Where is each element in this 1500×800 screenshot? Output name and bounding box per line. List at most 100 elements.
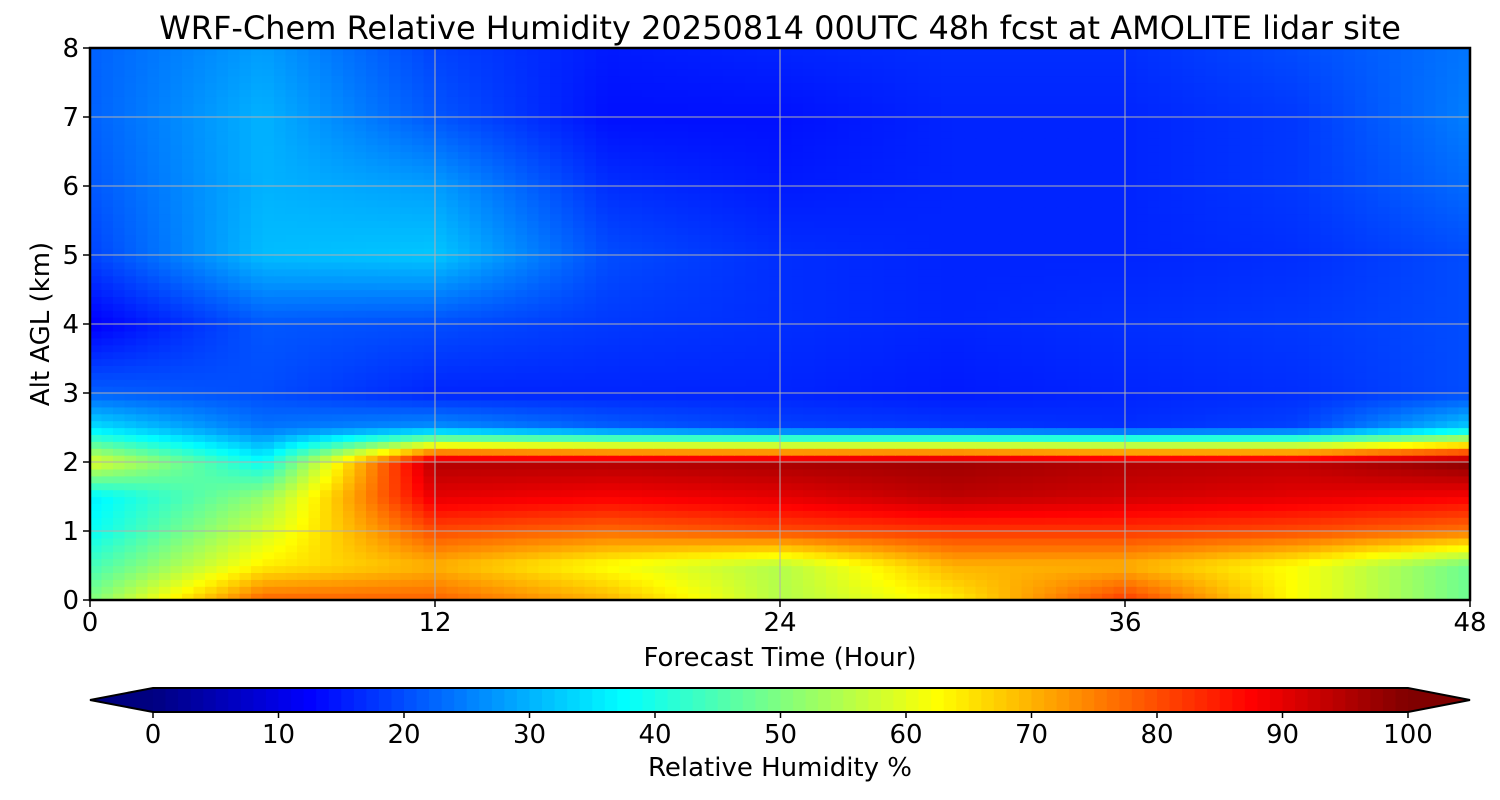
heat-cell xyxy=(1010,393,1023,401)
heat-cell xyxy=(872,586,885,594)
heat-cell xyxy=(515,572,528,580)
heat-cell xyxy=(527,551,540,560)
heat-cell xyxy=(1056,358,1069,366)
heat-cell xyxy=(205,524,218,532)
heat-cell xyxy=(791,372,804,380)
heat-cell xyxy=(596,379,609,387)
heat-cell xyxy=(734,544,747,553)
heat-cell xyxy=(1205,317,1218,325)
heat-cell xyxy=(1251,537,1264,546)
heat-cell xyxy=(1366,393,1379,401)
heat-cell xyxy=(1366,537,1379,546)
heat-cell xyxy=(619,310,632,318)
heat-cell xyxy=(435,558,448,567)
heat-cell xyxy=(757,475,770,484)
heat-cell xyxy=(308,372,321,380)
heat-cell xyxy=(1021,462,1034,470)
heat-cell xyxy=(1033,593,1046,600)
heat-cell xyxy=(573,586,586,594)
heat-cell xyxy=(1044,455,1057,463)
heat-cell xyxy=(159,482,172,491)
heat-cell xyxy=(205,358,218,366)
heat-cell xyxy=(1355,593,1368,600)
heat-cell xyxy=(1090,324,1103,332)
heat-cell xyxy=(1125,406,1138,415)
heat-cell xyxy=(1309,337,1322,346)
heat-cell xyxy=(1182,551,1195,560)
heat-cell xyxy=(688,351,701,360)
heat-cell xyxy=(538,441,551,449)
heat-cell xyxy=(1401,455,1414,463)
heat-cell xyxy=(998,393,1011,401)
heat-cell xyxy=(872,517,885,525)
heat-cell xyxy=(837,462,850,470)
heat-cell xyxy=(1320,330,1333,339)
heat-cell xyxy=(1240,330,1253,339)
heat-cell xyxy=(1366,475,1379,484)
heat-cell xyxy=(1021,468,1034,477)
heat-cell xyxy=(113,386,126,394)
heat-cell xyxy=(1297,344,1310,353)
heat-cell xyxy=(550,406,563,415)
heat-cell xyxy=(1355,531,1368,539)
heat-cell xyxy=(193,586,206,594)
heat-cell xyxy=(1343,482,1356,491)
heat-cell xyxy=(734,517,747,525)
heat-cell xyxy=(941,551,954,560)
heat-cell xyxy=(757,517,770,525)
heat-cell xyxy=(918,496,931,504)
heat-cell xyxy=(987,379,1000,387)
heat-cell xyxy=(688,496,701,504)
heat-cell xyxy=(538,310,551,318)
heat-cell xyxy=(147,503,160,511)
heat-cell xyxy=(1320,482,1333,491)
heat-cell xyxy=(642,441,655,449)
heat-cell xyxy=(90,455,103,463)
heat-cell xyxy=(412,531,425,539)
heat-cell xyxy=(1320,572,1333,580)
heat-cell xyxy=(170,310,183,318)
heat-cell xyxy=(642,337,655,346)
heat-cell xyxy=(515,310,528,318)
heat-cell xyxy=(860,496,873,504)
heat-cell xyxy=(1159,510,1172,518)
heat-cell xyxy=(239,558,252,567)
heat-cell xyxy=(814,503,827,511)
heat-cell xyxy=(676,551,689,560)
heat-cell xyxy=(1424,593,1437,600)
heat-cell xyxy=(803,593,816,600)
heat-cell xyxy=(1067,379,1080,387)
heat-cell xyxy=(619,544,632,553)
heat-cell xyxy=(1355,317,1368,325)
heat-cell xyxy=(1090,365,1103,373)
heat-cell xyxy=(1079,330,1092,339)
heat-cell xyxy=(423,448,436,456)
heat-cell xyxy=(550,393,563,401)
heat-cell xyxy=(274,455,287,463)
heat-cell xyxy=(573,337,586,346)
heat-cell xyxy=(998,524,1011,532)
heat-cell xyxy=(320,379,333,387)
heat-cell xyxy=(239,531,252,539)
heat-cell xyxy=(504,434,517,442)
heat-cell xyxy=(90,386,103,394)
heat-cell xyxy=(676,462,689,470)
heat-cell xyxy=(883,427,896,435)
heat-cell xyxy=(193,482,206,491)
heat-cell xyxy=(665,317,678,325)
heat-cell xyxy=(1412,448,1425,456)
heat-cell xyxy=(1378,503,1391,511)
heat-cell xyxy=(895,565,908,573)
heat-cell xyxy=(699,351,712,360)
heat-cell xyxy=(987,413,1000,422)
heat-cell xyxy=(205,324,218,332)
heat-cell xyxy=(435,399,448,408)
heat-cell xyxy=(1458,386,1470,394)
heat-cell xyxy=(228,517,241,525)
heat-cell xyxy=(791,537,804,546)
heat-cell xyxy=(216,455,229,463)
heat-cell xyxy=(768,537,781,546)
heat-cell xyxy=(1389,517,1402,525)
heat-cell xyxy=(895,379,908,387)
heat-cell xyxy=(964,531,977,539)
